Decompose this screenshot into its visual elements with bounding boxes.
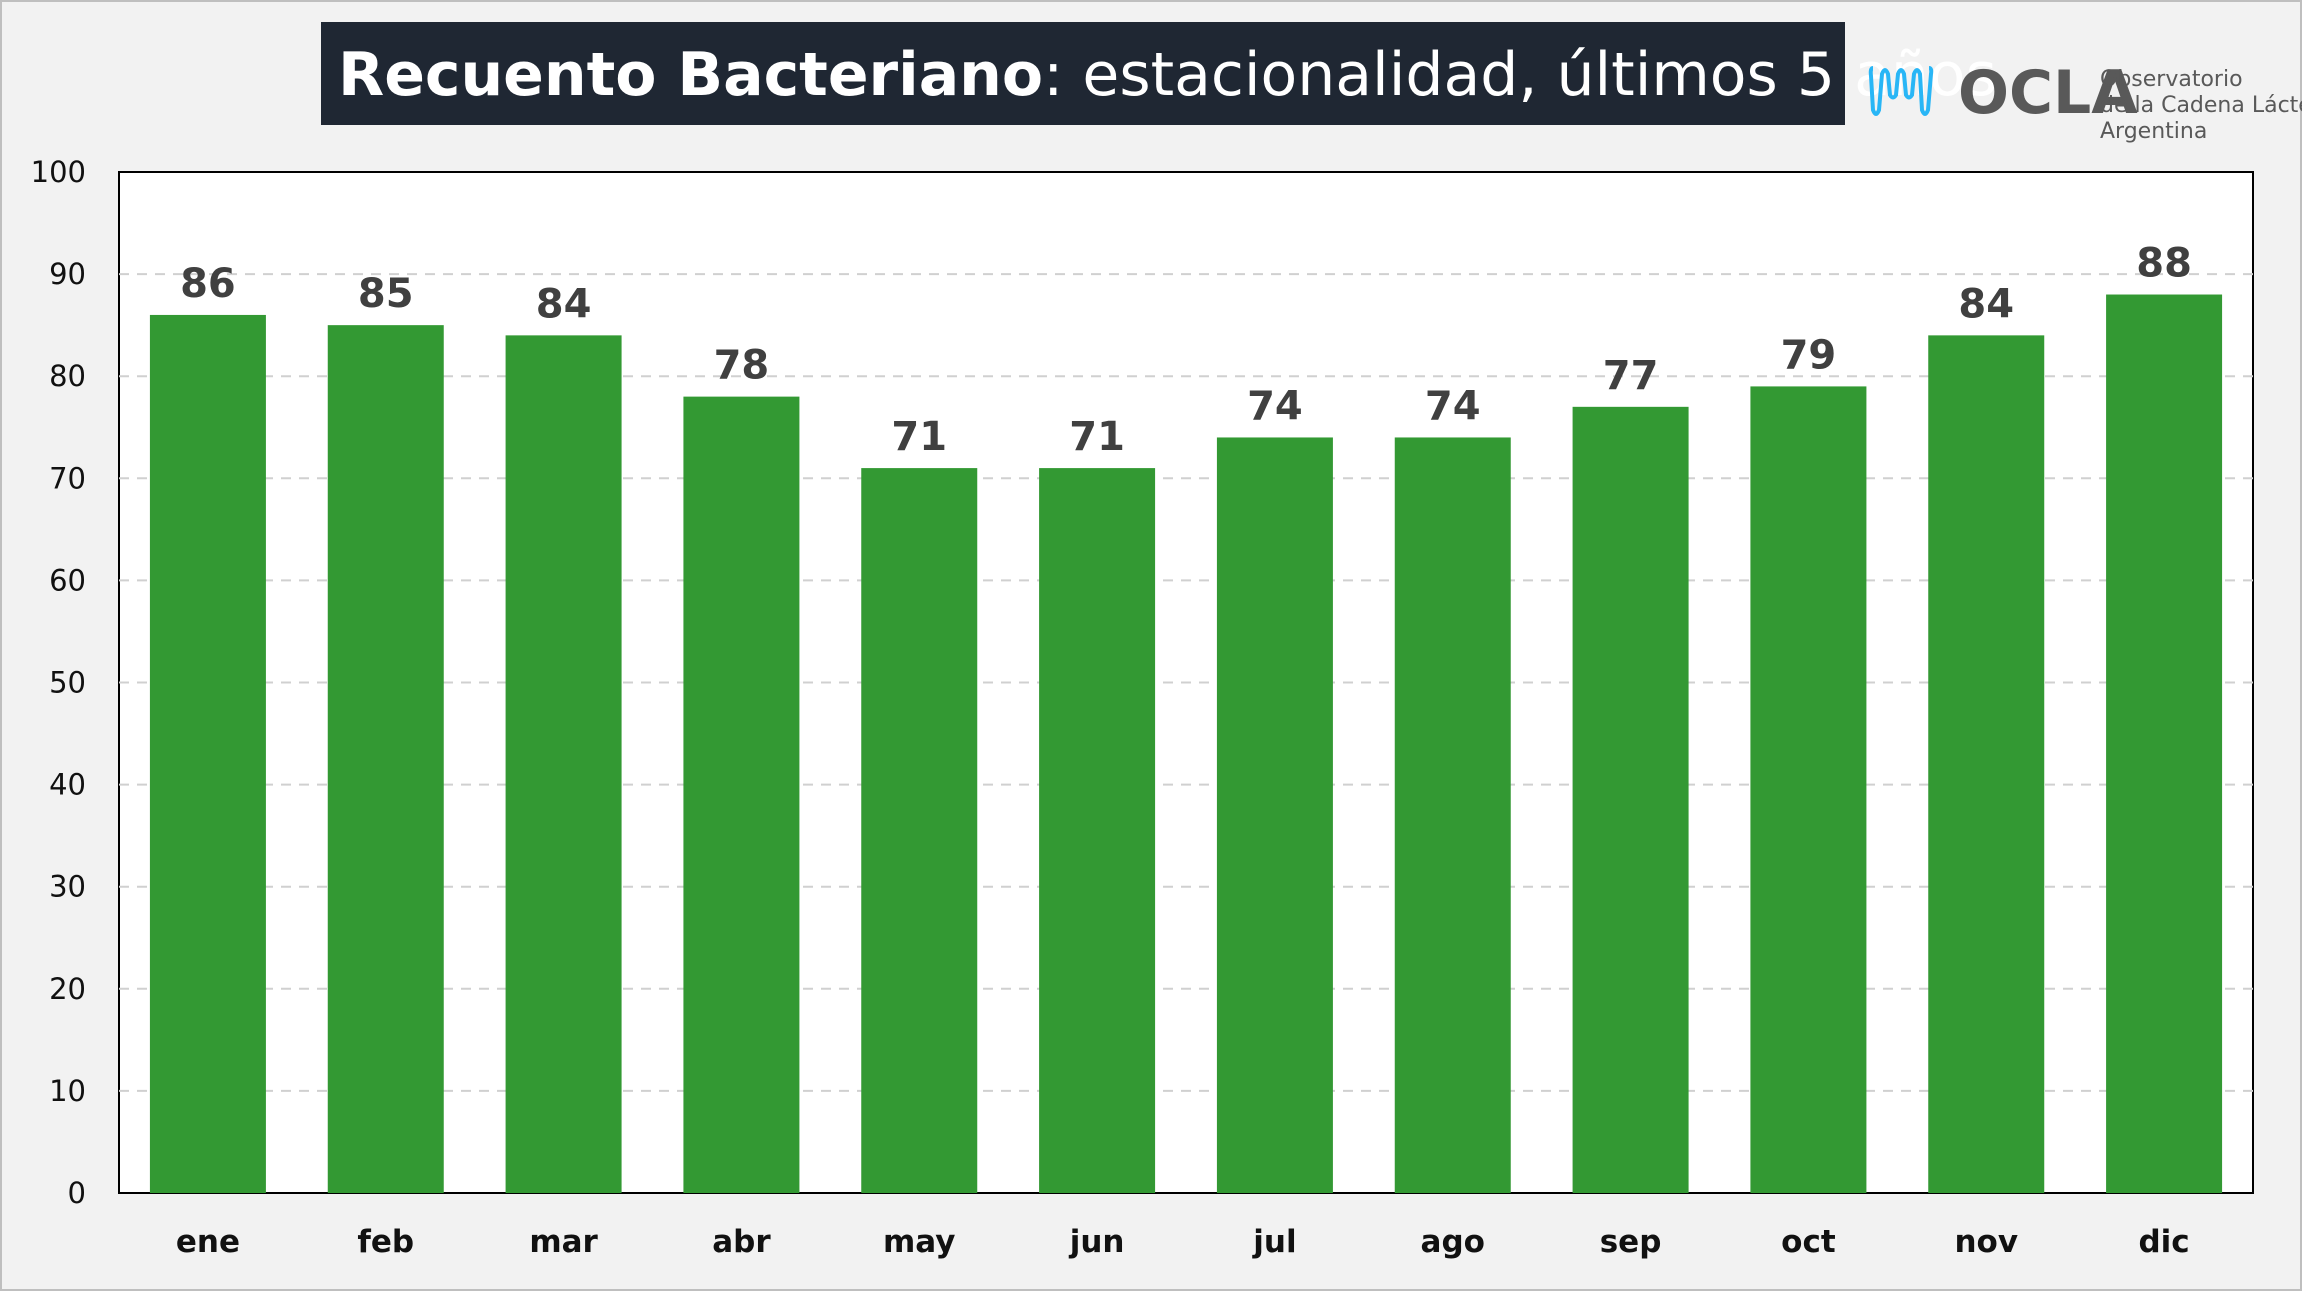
data-label: 84 bbox=[1958, 281, 2014, 327]
ocla-logo: OCLA Observatorio de la Cadena Láctea Ar… bbox=[1868, 58, 2302, 144]
y-tick-label: 60 bbox=[49, 563, 86, 597]
x-tick-label: ago bbox=[1421, 1224, 1485, 1260]
x-tick-label: abr bbox=[712, 1224, 771, 1260]
y-tick-label: 70 bbox=[49, 461, 86, 495]
data-label: 77 bbox=[1603, 353, 1659, 399]
x-tick-label: jun bbox=[1068, 1224, 1125, 1260]
data-label: 71 bbox=[891, 414, 947, 460]
data-label: 79 bbox=[1781, 332, 1837, 378]
bar-jun bbox=[1039, 468, 1156, 1194]
bar-oct bbox=[1750, 386, 1867, 1193]
data-label: 71 bbox=[1069, 414, 1125, 460]
bar-ago bbox=[1394, 437, 1511, 1194]
x-tick-label: ene bbox=[176, 1224, 240, 1260]
y-tick-label: 30 bbox=[49, 870, 86, 904]
logo-line3: Argentina bbox=[2100, 119, 2207, 144]
title-rest: : estacionalidad, últimos 5 años bbox=[1043, 40, 1997, 110]
y-tick-label: 10 bbox=[49, 1074, 86, 1108]
y-tick-label: 50 bbox=[49, 666, 86, 700]
bar-jul bbox=[1216, 437, 1333, 1194]
data-label: 78 bbox=[714, 343, 770, 389]
bar-may bbox=[861, 468, 978, 1194]
x-tick-label: dic bbox=[2138, 1224, 2189, 1260]
data-label: 86 bbox=[180, 261, 236, 307]
data-label: 74 bbox=[1425, 383, 1481, 429]
x-tick-label: nov bbox=[1954, 1224, 2018, 1260]
bar-mar bbox=[505, 335, 622, 1193]
bar-nov bbox=[1928, 335, 2045, 1193]
logo-line2: de la Cadena Láctea bbox=[2100, 93, 2302, 118]
x-tick-label: jul bbox=[1251, 1224, 1296, 1260]
logo-name: OCLA bbox=[1958, 58, 2138, 128]
bar-dic bbox=[2106, 294, 2223, 1193]
data-label: 74 bbox=[1247, 383, 1303, 429]
bar-ene bbox=[149, 314, 266, 1193]
x-tick-label: oct bbox=[1781, 1224, 1836, 1260]
x-tick-label: feb bbox=[357, 1224, 414, 1260]
bar-abr bbox=[683, 396, 800, 1193]
wave-icon bbox=[1868, 66, 1934, 116]
data-label: 85 bbox=[358, 271, 414, 317]
y-tick-label: 80 bbox=[49, 359, 86, 393]
data-label: 84 bbox=[536, 281, 592, 327]
x-tick-label: sep bbox=[1600, 1224, 1662, 1260]
bar-sep bbox=[1572, 406, 1689, 1194]
chart-title: Recuento Bacteriano: estacionalidad, últ… bbox=[338, 40, 1997, 110]
x-tick-label: mar bbox=[529, 1224, 598, 1260]
y-tick-label: 100 bbox=[31, 155, 86, 189]
x-tick-label: may bbox=[883, 1224, 955, 1260]
y-tick-label: 20 bbox=[49, 972, 86, 1006]
logo-line1: Observatorio bbox=[2100, 67, 2243, 92]
data-label: 88 bbox=[2136, 241, 2192, 287]
title-background bbox=[321, 22, 1845, 125]
y-tick-label: 0 bbox=[68, 1176, 86, 1210]
bar-feb bbox=[327, 325, 444, 1193]
y-tick-label: 40 bbox=[49, 768, 86, 802]
title-bold: Recuento Bacteriano bbox=[338, 40, 1043, 110]
y-tick-label: 90 bbox=[49, 257, 86, 291]
